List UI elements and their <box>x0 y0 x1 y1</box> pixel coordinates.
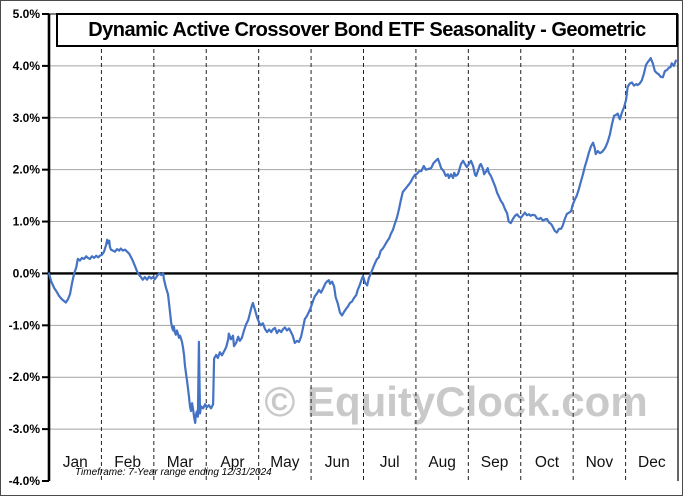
chart-title-box: Dynamic Active Crossover Bond ETF Season… <box>56 13 678 47</box>
y-tick-label: 5.0% <box>13 7 41 21</box>
y-tick-label: -1.0% <box>9 318 41 332</box>
month-label: Mar <box>167 454 194 471</box>
y-tick-label: 0.0% <box>13 266 41 280</box>
month-label: Oct <box>535 454 560 471</box>
y-tick-label: -4.0% <box>9 474 41 488</box>
month-label: Jan <box>63 454 88 471</box>
month-label: Sep <box>481 454 509 471</box>
timeframe-note: Timeframe: 7-Year range ending 12/31/202… <box>75 467 272 478</box>
y-tick-label: -2.0% <box>9 370 41 384</box>
y-tick-label: 1.0% <box>13 215 41 229</box>
month-label: Jun <box>325 454 350 471</box>
y-tick-label: 3.0% <box>13 111 41 125</box>
month-label: Aug <box>428 454 456 471</box>
y-tick-label: -3.0% <box>9 422 41 436</box>
y-tick-label: 4.0% <box>13 59 41 73</box>
chart-title: Dynamic Active Crossover Bond ETF Season… <box>88 18 646 41</box>
seasonality-line <box>47 56 678 424</box>
month-label: Feb <box>114 454 141 471</box>
y-tick-label: 2.0% <box>13 163 41 177</box>
month-label: Jul <box>380 454 400 471</box>
month-label: May <box>270 454 300 471</box>
month-label: Apr <box>220 454 244 471</box>
equityclock-watermark: © EquityClock.com <box>264 378 648 425</box>
month-label: Nov <box>586 454 614 471</box>
month-label: Dec <box>638 454 666 471</box>
